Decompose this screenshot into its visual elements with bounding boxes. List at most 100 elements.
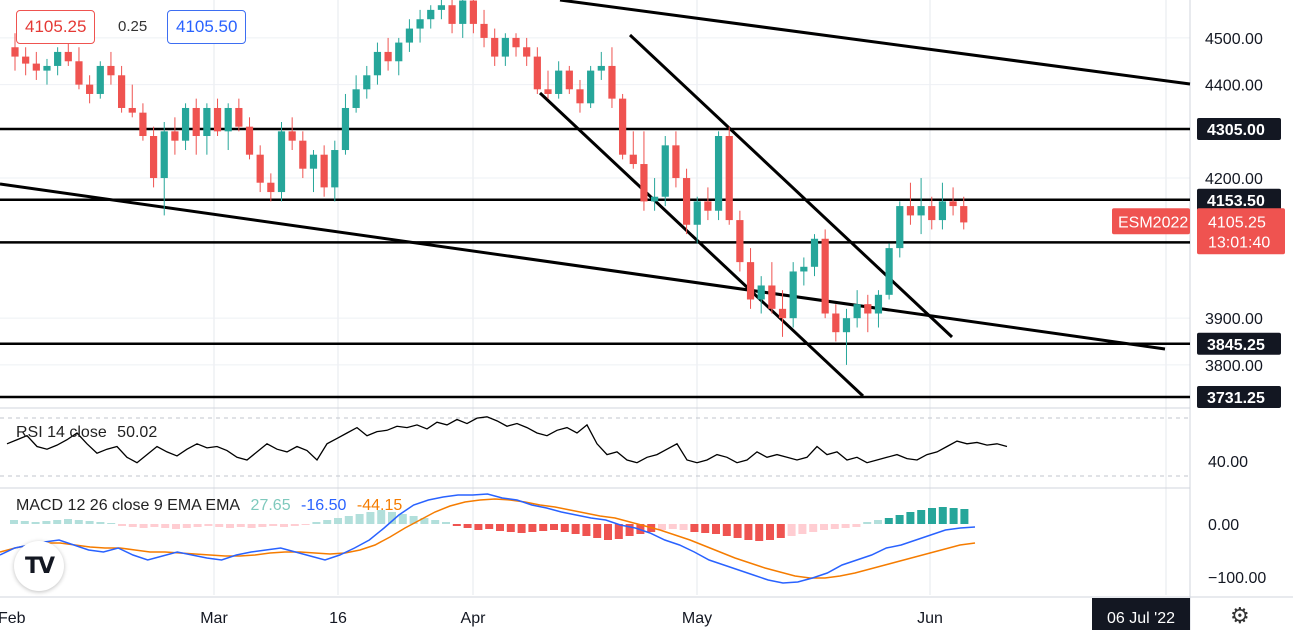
macd-line <box>0 493 976 584</box>
candle-body <box>778 308 787 319</box>
candle-body <box>693 201 701 225</box>
macd-pane <box>0 493 976 584</box>
time-tick-label: Apr <box>461 610 487 627</box>
macd-hist-bar <box>668 524 677 529</box>
candle-body <box>118 75 126 108</box>
macd-hist-bar <box>766 524 774 540</box>
candle-body <box>459 0 467 24</box>
candle-body <box>352 89 360 108</box>
macd-hist-bar <box>344 516 353 524</box>
macd-hist-bar <box>442 522 450 524</box>
macd-hist-bar <box>884 518 893 524</box>
macd-hist-bar <box>474 524 483 530</box>
candle-body <box>75 61 83 85</box>
countdown-label: 13:01:40 <box>1208 234 1270 251</box>
macd-hist-bar <box>679 524 688 530</box>
candle-body <box>608 65 616 99</box>
candle-body <box>181 107 190 141</box>
price-tick-label: 4400.00 <box>1205 78 1263 95</box>
macd-hist-bar <box>582 524 591 536</box>
candle-body <box>160 131 168 179</box>
date-highlight-tag <box>1092 598 1190 630</box>
macd-hist-bar <box>31 522 40 524</box>
macd-hist-bar <box>53 520 62 524</box>
macd-hist-bar <box>226 524 234 528</box>
level-tag-label: 3845.25 <box>1207 337 1265 354</box>
candle-body <box>587 70 595 104</box>
candle-body <box>139 112 147 137</box>
candle-body <box>512 37 520 48</box>
macd-hist-bar <box>820 524 828 530</box>
macd-hist-bar <box>215 524 224 527</box>
macd-hist-bar <box>258 524 267 527</box>
candle-body <box>501 37 509 57</box>
candle-body <box>544 89 552 94</box>
candle-body <box>842 318 851 333</box>
signal-value: -44.15 <box>356 497 403 514</box>
macd-hist-bar <box>895 515 904 524</box>
candle-body <box>832 313 840 333</box>
macd-value: -16.50 <box>301 497 347 514</box>
macd-hist-bar <box>528 524 537 532</box>
candle-body <box>309 154 318 169</box>
macd-tick-label: 0.00 <box>1208 517 1239 534</box>
price-axis: 3800.00 3900.00 4200.00 4400.00 4500.00 4305.… <box>1112 31 1285 587</box>
rsi-legend[interactable]: RSI 14 close 50.02 <box>16 424 163 442</box>
macd-hist-bar <box>377 510 386 524</box>
candle-body <box>245 126 254 155</box>
level-tag <box>1197 332 1281 355</box>
macd-hist-bar <box>247 524 256 528</box>
last-price-label: 4105.25 <box>1208 214 1266 231</box>
candle-body <box>789 271 797 319</box>
macd-hist-bar <box>388 512 396 524</box>
candle-body <box>320 154 328 188</box>
candle-body <box>917 206 925 216</box>
macd-hist-bar <box>798 524 807 534</box>
candle-body <box>874 294 883 314</box>
tradingview-logo-icon[interactable]: TV <box>14 541 64 591</box>
time-tick-label: Mar <box>200 610 228 627</box>
candle-body <box>906 206 915 216</box>
macd-hist-bar <box>290 524 299 526</box>
level-tag-label: 3731.25 <box>1207 390 1265 407</box>
bid-price[interactable]: 4105.25 <box>16 10 96 44</box>
candle-body <box>203 107 211 137</box>
macd-legend[interactable]: MACD 12 26 close 9 EMA EMA 27.65 -16.50 … <box>16 497 408 515</box>
candle-body <box>629 154 637 165</box>
candle-body <box>107 65 115 76</box>
candle-body <box>288 131 296 141</box>
candle-body <box>416 19 424 29</box>
macd-hist-bar <box>20 521 29 524</box>
macd-hist-bar <box>172 524 180 529</box>
macd-hist-bar <box>658 524 666 530</box>
macd-hist-bar <box>712 524 720 534</box>
macd-hist-bar <box>690 524 699 532</box>
candle-body <box>928 206 936 221</box>
macd-hist-bar <box>107 523 116 524</box>
candle-body <box>171 131 179 141</box>
candle-body <box>256 154 264 183</box>
candle-body <box>96 65 104 94</box>
macd-hist-bar <box>949 508 958 524</box>
candle-body <box>949 201 957 207</box>
macd-hist-bar <box>852 524 861 527</box>
macd-hist-bar <box>42 521 51 524</box>
ask-price[interactable]: 4105.50 <box>167 10 247 44</box>
date-highlight-label: 06 Jul '22 <box>1107 610 1175 627</box>
candle-body <box>555 70 563 94</box>
symbol-label: ESM2022 <box>1118 214 1188 231</box>
candle-body <box>277 131 286 193</box>
candles <box>11 0 968 365</box>
candle-body <box>54 51 62 66</box>
gear-icon[interactable]: ⚙ <box>1230 603 1250 628</box>
candle-body <box>299 140 307 169</box>
macd-hist-bar <box>571 524 580 534</box>
macd-hist-bar <box>787 524 796 536</box>
macd-hist-bar <box>863 522 872 524</box>
macd-hist-bar <box>917 510 926 524</box>
macd-hist-bar <box>614 524 623 539</box>
candle-body <box>810 238 819 267</box>
time-tick-label: Feb <box>0 610 26 627</box>
macd-hist-bar <box>312 522 321 524</box>
